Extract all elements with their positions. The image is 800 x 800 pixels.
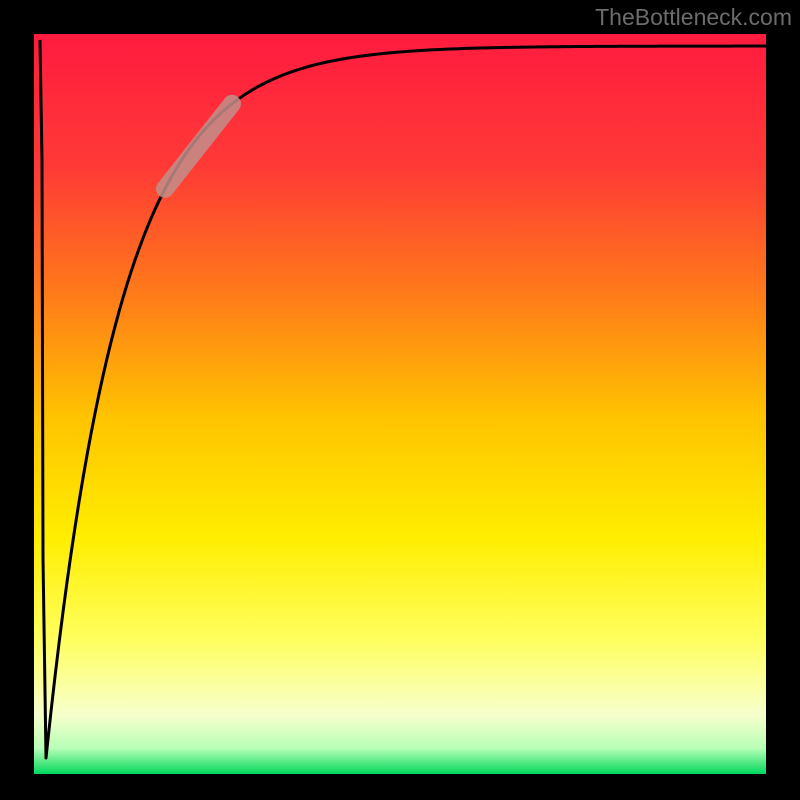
- plot-area: [34, 34, 766, 774]
- chart-container: TheBottleneck.com: [0, 0, 800, 800]
- bottleneck-chart: [0, 0, 800, 800]
